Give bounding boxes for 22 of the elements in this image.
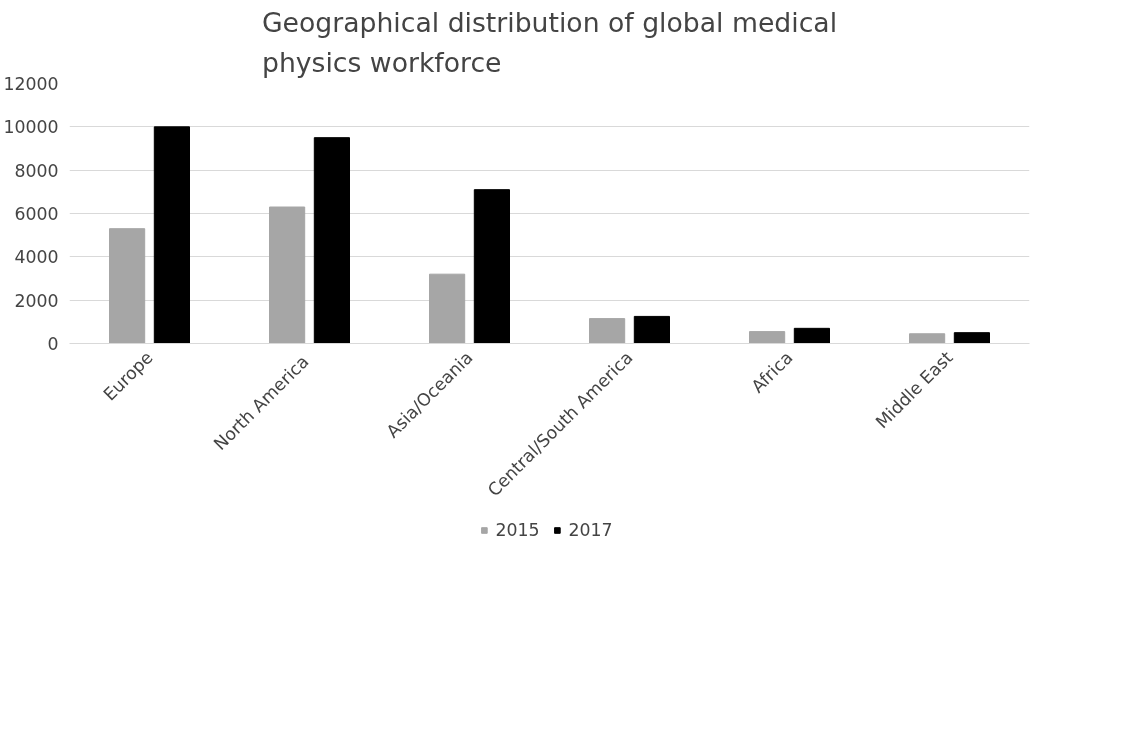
bar (909, 333, 946, 344)
y-tick-label: 6000 (14, 204, 59, 224)
bar (473, 189, 510, 344)
y-tick-label: 4000 (14, 247, 59, 268)
bar (269, 206, 306, 344)
y-tick-label: 2000 (14, 290, 59, 311)
chart-title: Geographical distribution of global medical physics workforce (261, 7, 838, 79)
bar (953, 332, 990, 344)
y-tick-label: 12000 (3, 74, 59, 94)
legend-label: 2017 (568, 520, 613, 540)
bar (749, 331, 786, 344)
y-tick-label: 0 (47, 334, 59, 354)
bar (109, 228, 146, 344)
y-tick-label: 10000 (3, 117, 59, 138)
bar (313, 137, 350, 344)
bar (589, 318, 626, 344)
bar (153, 126, 190, 344)
bar (429, 273, 466, 344)
legend-label: 2015 (495, 520, 540, 540)
y-tick-label: 8000 (14, 160, 59, 181)
bar (633, 315, 670, 344)
bar (793, 327, 830, 344)
